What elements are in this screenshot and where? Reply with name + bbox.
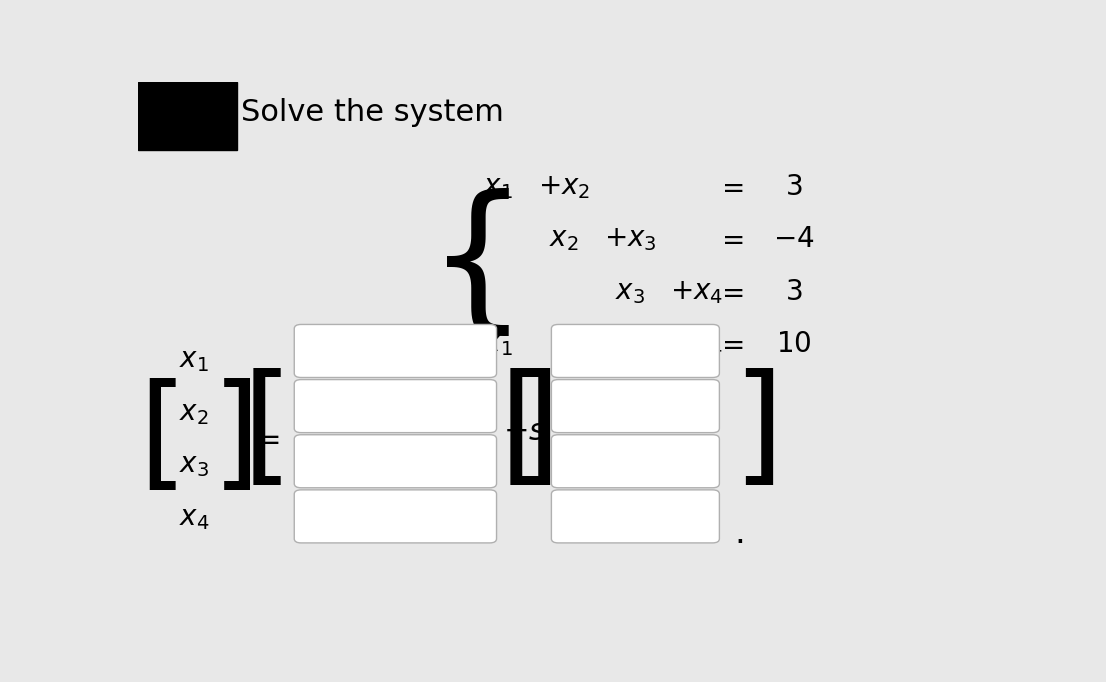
Text: $=$: $=$ [716, 173, 743, 201]
Text: $[$: $[$ [498, 368, 539, 494]
FancyBboxPatch shape [552, 380, 719, 432]
Text: $x_1$: $x_1$ [483, 173, 513, 201]
FancyBboxPatch shape [294, 490, 497, 543]
Bar [138, 82, 237, 150]
Text: $[$: $[$ [241, 368, 281, 494]
Text: $\{$: $\{$ [427, 188, 510, 343]
Text: $+x_4$: $+x_4$ [670, 330, 722, 359]
FancyBboxPatch shape [552, 490, 719, 543]
Text: $]$: $]$ [732, 368, 774, 494]
Text: $=$: $=$ [716, 330, 743, 359]
Text: $x_4$: $x_4$ [179, 504, 209, 532]
Text: Solve the system: Solve the system [241, 98, 504, 127]
FancyBboxPatch shape [294, 434, 497, 488]
Text: $x_3$: $x_3$ [179, 451, 209, 479]
Text: $3$: $3$ [785, 278, 803, 306]
FancyBboxPatch shape [552, 325, 719, 378]
Text: $[$: $[$ [138, 379, 177, 499]
FancyBboxPatch shape [552, 434, 719, 488]
Text: $.$: $.$ [734, 517, 743, 550]
Text: $+x_2$: $+x_2$ [539, 173, 591, 201]
Text: $+x_4$: $+x_4$ [670, 278, 722, 306]
Text: $10$: $10$ [776, 330, 812, 359]
Text: $x_1$: $x_1$ [179, 346, 209, 374]
Text: $x_2$: $x_2$ [179, 399, 209, 427]
Text: $]$: $]$ [510, 368, 552, 494]
Text: $]$: $]$ [211, 379, 251, 499]
Text: $+s$: $+s$ [502, 417, 545, 445]
Text: $x_1$: $x_1$ [483, 330, 513, 359]
Text: $-4$: $-4$ [773, 225, 815, 254]
Text: $=$: $=$ [716, 278, 743, 306]
Text: $=$: $=$ [716, 225, 743, 254]
Text: $x_2$: $x_2$ [550, 225, 580, 254]
FancyBboxPatch shape [294, 325, 497, 378]
Text: $+x_3$: $+x_3$ [604, 225, 657, 254]
Text: $x_3$: $x_3$ [615, 278, 645, 306]
Text: $3$: $3$ [785, 173, 803, 201]
FancyBboxPatch shape [294, 380, 497, 432]
Text: $=$: $=$ [250, 424, 280, 454]
